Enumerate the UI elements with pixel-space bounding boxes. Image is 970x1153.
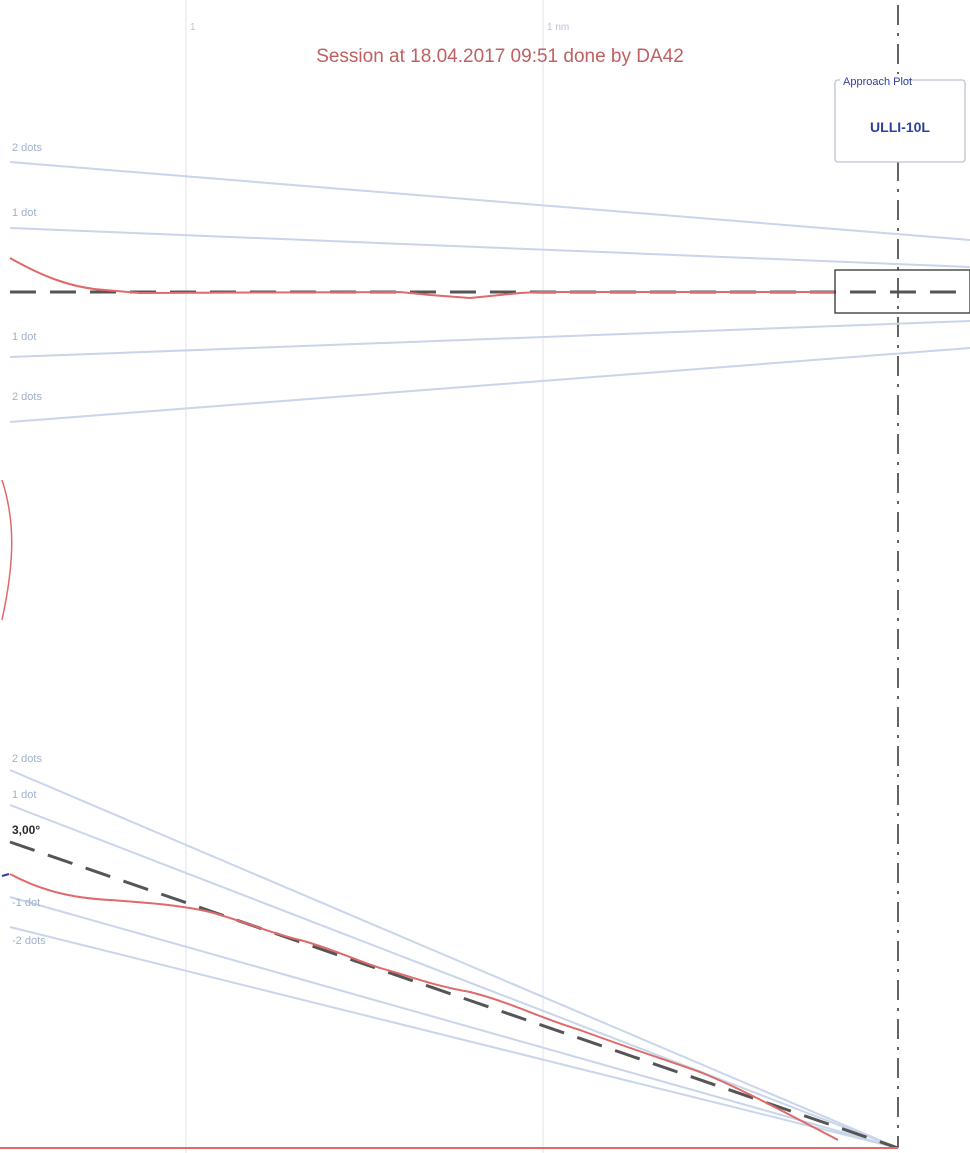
vertical-band-label-4: -1 dot bbox=[12, 897, 40, 909]
lateral-band-label-3: 1 dot bbox=[12, 331, 36, 343]
vertical-band-lower-1 bbox=[9, 896, 899, 1149]
vertical-band-upper-1 bbox=[9, 804, 899, 1149]
lateral-threshold-box bbox=[834, 269, 970, 314]
vertical-band-label-1: 2 dots bbox=[12, 753, 42, 765]
vertical-panel: 2 dots 1 dot 3,00° -1 dot -2 dots bbox=[0, 753, 899, 1150]
vertical-band-upper-2 bbox=[9, 769, 899, 1149]
lateral-band-label-2: 1 dot bbox=[12, 207, 36, 219]
legend-box: Approach Plot ULLI-10L bbox=[834, 74, 966, 163]
legend-caption-mask bbox=[840, 74, 906, 88]
lateral-band-label-4: 2 dots bbox=[12, 391, 42, 403]
lateral-band-upper-1 bbox=[9, 227, 970, 268]
legend-caption: Approach Plot bbox=[843, 76, 912, 88]
legend-value: ULLI-10L bbox=[870, 119, 930, 135]
vertical-band-label-5: -2 dots bbox=[12, 935, 46, 947]
lateral-band-label-1: 2 dots bbox=[12, 142, 42, 154]
glide-path-reference bbox=[9, 840, 899, 1150]
lateral-band-lower-2 bbox=[9, 347, 970, 423]
x-tick-label-2: 1 nm bbox=[547, 22, 569, 33]
lateral-deviation-trace bbox=[9, 257, 835, 300]
lateral-band-upper-2 bbox=[9, 161, 970, 241]
lateral-panel: 2 dots 1 dot 1 dot 2 dots bbox=[1, 142, 970, 621]
lateral-band-lower-1 bbox=[9, 320, 970, 358]
vertical-band-lower-2 bbox=[9, 926, 899, 1149]
vertical-deviation-trace bbox=[9, 873, 839, 1141]
lateral-trace-edge bbox=[1, 479, 13, 621]
vertical-start-marker bbox=[1, 873, 10, 877]
x-tick-label-1: 1 bbox=[190, 22, 196, 33]
glide-path-label: 3,00° bbox=[12, 823, 40, 837]
vertical-band-label-2: 1 dot bbox=[12, 789, 36, 801]
chart-title: Session at 18.04.2017 09:51 done by DA42 bbox=[316, 46, 684, 67]
